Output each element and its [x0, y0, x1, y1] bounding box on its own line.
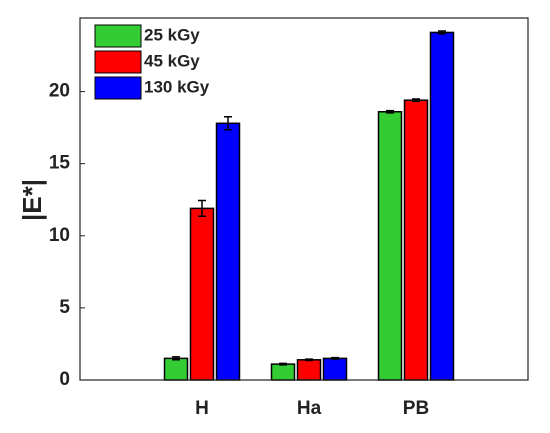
- y-tick-label: 15: [49, 153, 71, 174]
- bar: [296, 359, 322, 381]
- error-bar: [331, 356, 339, 360]
- y-tick-label: 0: [59, 369, 70, 390]
- x-tick-label: Ha: [297, 398, 322, 419]
- axes-frame: [79, 17, 529, 381]
- legend-swatch: [94, 50, 142, 74]
- legend-swatch: [94, 24, 142, 48]
- bar: [163, 357, 189, 381]
- y-tick-label: 5: [59, 297, 70, 318]
- bar: [189, 207, 215, 381]
- error-bar: [279, 362, 287, 366]
- legend-label: 25 kGy: [144, 25, 200, 44]
- legend-swatch: [94, 76, 142, 100]
- y-tick-label: 10: [49, 225, 70, 246]
- error-bar: [172, 356, 180, 361]
- bar: [215, 122, 241, 381]
- y-axis-label: |E*|: [17, 179, 47, 221]
- error-bar: [386, 109, 394, 114]
- y-tick-label: 20: [49, 81, 70, 102]
- error-bar: [198, 199, 206, 218]
- legend-label: 45 kGy: [144, 51, 200, 70]
- error-bar: [224, 116, 232, 131]
- bar: [270, 363, 296, 381]
- bar: [403, 99, 429, 381]
- x-tick-label: H: [195, 398, 209, 419]
- legend-label: 130 kGy: [144, 77, 210, 96]
- bar: [377, 110, 403, 381]
- bar: [322, 357, 348, 381]
- bar: [429, 31, 455, 381]
- error-bar: [438, 30, 446, 35]
- error-bar: [412, 98, 420, 103]
- error-bar: [305, 358, 313, 362]
- x-tick-label: PB: [403, 398, 429, 419]
